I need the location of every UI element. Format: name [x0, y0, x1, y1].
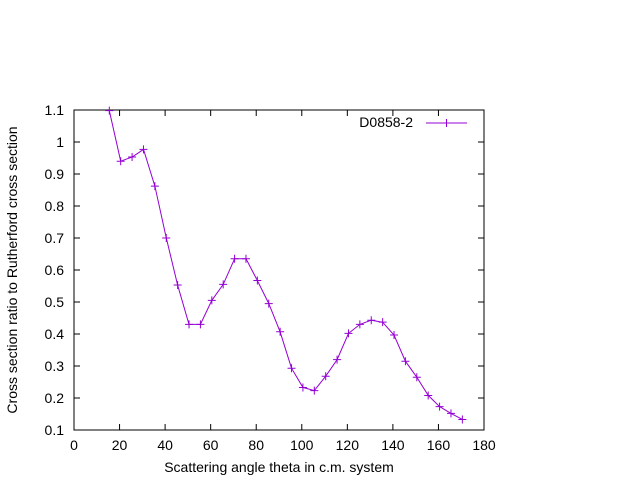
x-axis-label: Scattering angle theta in c.m. system — [164, 459, 394, 475]
y-tick-label: 0.8 — [45, 198, 65, 214]
data-point-marker — [196, 320, 205, 329]
series-line — [108, 110, 463, 420]
y-tick-label: 0.3 — [45, 358, 65, 374]
data-point-marker — [264, 299, 273, 308]
data-point-marker — [219, 280, 228, 289]
legend-label: D0858-2 — [359, 114, 413, 130]
data-point-marker — [185, 320, 194, 329]
y-tick-label: 0.4 — [45, 326, 65, 342]
x-tick-label: 160 — [427, 437, 451, 453]
x-tick-label: 180 — [472, 437, 496, 453]
data-point-marker — [412, 373, 421, 382]
data-point-marker — [139, 145, 148, 154]
data-point-marker — [241, 254, 250, 263]
series-layer — [105, 106, 467, 424]
data-point-marker — [150, 182, 159, 191]
data-point-marker — [458, 415, 467, 424]
data-point-marker — [128, 153, 137, 162]
data-point-marker — [310, 386, 319, 395]
data-point-marker — [401, 357, 410, 366]
y-tick-label: 0.7 — [45, 230, 65, 246]
y-tick-label: 0.6 — [45, 262, 65, 278]
data-point-marker — [207, 296, 216, 305]
data-point-marker — [378, 318, 387, 327]
y-tick-label: 0.5 — [45, 294, 65, 310]
data-point-marker — [367, 316, 376, 325]
data-point-marker — [321, 372, 330, 381]
data-point-marker — [333, 355, 342, 364]
data-point-marker — [344, 329, 353, 338]
data-point-marker — [446, 409, 455, 418]
data-point-marker — [435, 402, 444, 411]
y-axis-label: Cross section ratio to Rutherford cross … — [4, 126, 20, 413]
legend: D0858-2 — [359, 114, 467, 130]
y-tick-label: 0.1 — [45, 422, 65, 438]
data-point-marker — [424, 391, 433, 400]
y-tick-label: 1.1 — [45, 102, 65, 118]
x-tick-label: 0 — [70, 437, 78, 453]
data-point-marker — [355, 320, 364, 329]
data-point-marker — [276, 327, 285, 336]
data-point-marker — [287, 364, 296, 373]
data-point-marker — [298, 383, 307, 392]
data-point-marker — [116, 157, 125, 166]
data-point-marker — [173, 281, 182, 290]
data-point-marker — [390, 330, 399, 339]
x-tick-label: 80 — [248, 437, 264, 453]
y-tick-label: 1 — [56, 134, 64, 150]
data-point-marker — [253, 276, 262, 285]
plot-frame — [73, 109, 485, 431]
data-point-marker — [162, 234, 171, 242]
x-tick-label: 100 — [290, 437, 314, 453]
y-tick-label: 0.9 — [45, 166, 65, 182]
data-point-marker — [230, 254, 239, 263]
legend-marker — [442, 119, 451, 127]
x-tick-label: 40 — [157, 437, 173, 453]
y-axis-ticks: 0.1 0.2 0.3 0.4 0.5 0.6 0.7 0.8 0.9 1 1.1 — [45, 102, 484, 438]
x-tick-label: 20 — [112, 437, 128, 453]
y-tick-label: 0.2 — [45, 390, 65, 406]
x-tick-label: 60 — [203, 437, 219, 453]
x-tick-label: 120 — [336, 437, 360, 453]
x-axis-ticks: 0 20 40 60 80 100 120 140 160 180 — [70, 110, 496, 453]
x-tick-label: 140 — [381, 437, 405, 453]
data-point-marker — [105, 106, 114, 115]
